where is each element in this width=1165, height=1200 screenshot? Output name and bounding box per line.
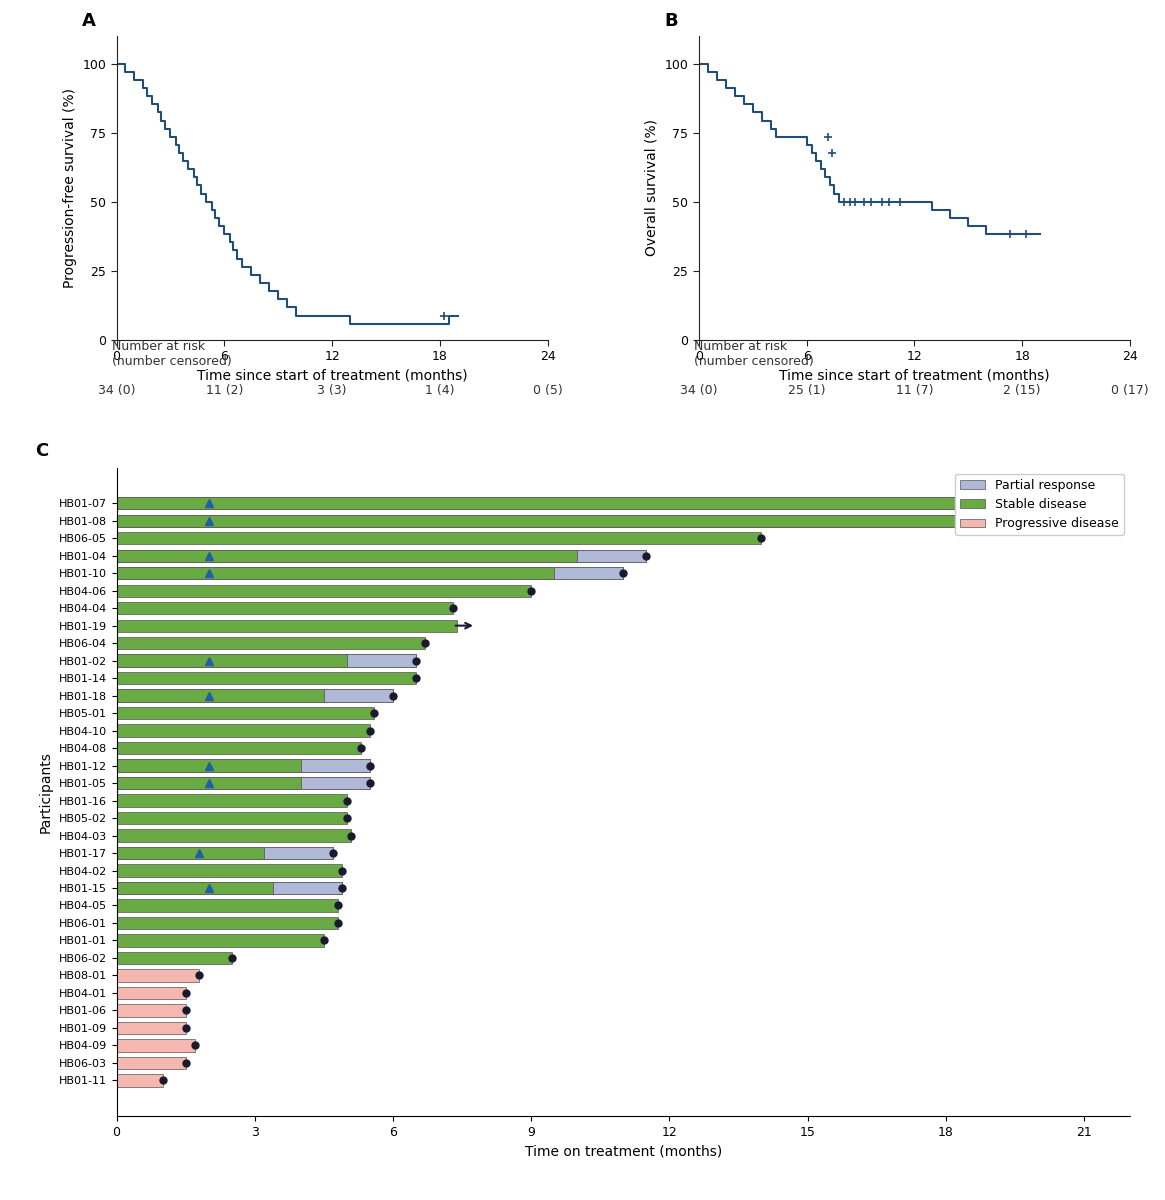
Bar	[116, 707, 374, 719]
Text: B: B	[664, 12, 678, 30]
Bar	[116, 986, 185, 1000]
Text: 3 (3): 3 (3)	[317, 384, 347, 397]
Bar	[555, 568, 623, 580]
Bar	[116, 847, 333, 859]
Text: Number at risk
(number censored): Number at risk (number censored)	[694, 340, 814, 368]
Legend: Partial response, Stable disease, Progressive disease: Partial response, Stable disease, Progre…	[955, 474, 1124, 535]
Bar	[116, 776, 369, 790]
Bar	[116, 1039, 195, 1051]
Bar	[347, 654, 416, 667]
Bar	[273, 882, 343, 894]
X-axis label: Time since start of treatment (months): Time since start of treatment (months)	[197, 368, 467, 383]
Bar	[116, 760, 301, 772]
Bar	[116, 794, 347, 806]
Bar	[264, 847, 333, 859]
Bar	[116, 515, 969, 527]
Bar	[116, 882, 273, 894]
Bar	[577, 550, 647, 562]
Text: 34 (0): 34 (0)	[98, 384, 135, 397]
Bar	[116, 602, 453, 614]
Bar	[116, 550, 577, 562]
Y-axis label: Participants: Participants	[38, 751, 52, 833]
Bar	[116, 690, 324, 702]
Bar	[116, 654, 416, 667]
Bar	[116, 725, 369, 737]
X-axis label: Time since start of treatment (months): Time since start of treatment (months)	[779, 368, 1050, 383]
Bar	[991, 497, 1061, 509]
Bar	[116, 619, 458, 631]
Bar	[116, 935, 324, 947]
Bar	[324, 690, 393, 702]
Bar	[116, 776, 301, 790]
X-axis label: Time on treatment (months): Time on treatment (months)	[524, 1145, 722, 1158]
Bar	[116, 654, 347, 667]
Bar	[116, 970, 199, 982]
Y-axis label: Progression-free survival (%): Progression-free survival (%)	[63, 88, 77, 288]
Text: 11 (2): 11 (2)	[206, 384, 243, 397]
Bar	[116, 847, 264, 859]
Bar	[116, 899, 338, 912]
Bar	[116, 637, 425, 649]
Bar	[116, 917, 338, 929]
Bar	[116, 672, 416, 684]
Text: 34 (0): 34 (0)	[680, 384, 718, 397]
Bar	[301, 760, 369, 772]
Bar	[116, 1022, 185, 1034]
Text: 11 (7): 11 (7)	[896, 384, 933, 397]
Bar	[116, 882, 343, 894]
Bar	[116, 1057, 185, 1069]
Bar	[116, 690, 393, 702]
Bar	[116, 864, 343, 877]
Bar	[301, 776, 369, 790]
Bar	[969, 515, 1038, 527]
Text: 0 (5): 0 (5)	[532, 384, 563, 397]
Bar	[116, 568, 623, 580]
Bar	[116, 550, 647, 562]
Text: A: A	[82, 12, 96, 30]
Bar	[116, 515, 1038, 527]
Bar	[116, 952, 232, 964]
Text: 2 (15): 2 (15)	[1003, 384, 1042, 397]
Text: Number at risk
(number censored): Number at risk (number censored)	[112, 340, 232, 368]
Bar	[116, 497, 1061, 509]
Text: 1 (4): 1 (4)	[425, 384, 454, 397]
Bar	[116, 760, 369, 772]
Text: 25 (1): 25 (1)	[788, 384, 825, 397]
Bar	[116, 568, 555, 580]
Text: C: C	[35, 442, 49, 460]
Bar	[116, 812, 347, 824]
Text: 0 (17): 0 (17)	[1111, 384, 1149, 397]
Bar	[116, 497, 991, 509]
Bar	[116, 1004, 185, 1016]
Bar	[116, 742, 361, 754]
Bar	[116, 584, 531, 596]
Bar	[116, 829, 352, 841]
Y-axis label: Overall survival (%): Overall survival (%)	[645, 120, 659, 257]
Bar	[116, 532, 762, 545]
Bar	[116, 1074, 163, 1086]
